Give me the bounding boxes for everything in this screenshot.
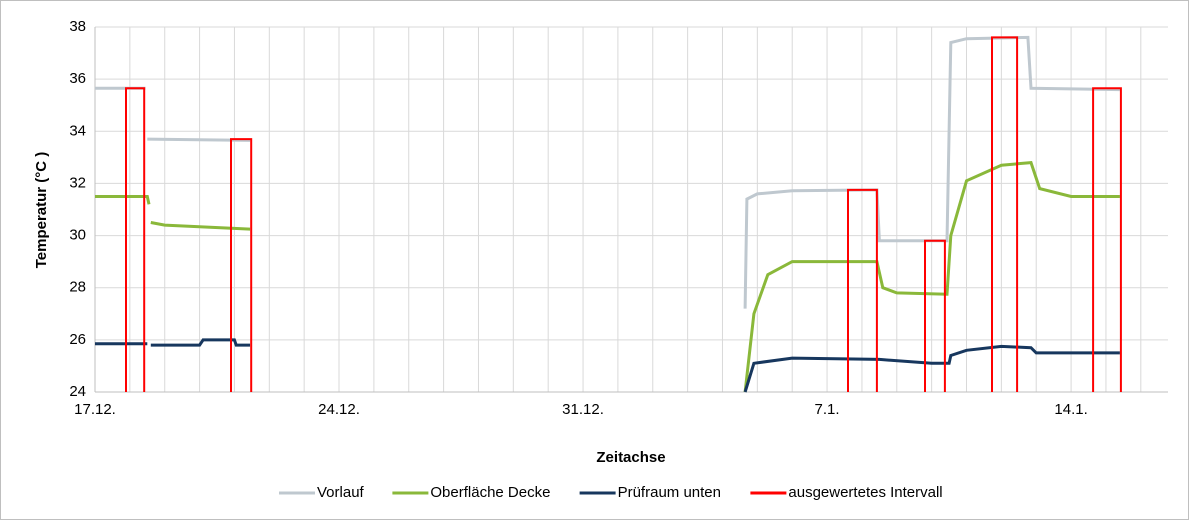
x-tick-label: 17.12. [74,401,116,418]
x-tick-label: 14.1. [1054,401,1087,418]
y-tick-label: 30 [69,227,86,244]
y-tick-label: 32 [69,174,86,191]
series-line [95,161,1120,393]
series-line [125,36,1122,392]
y-axis-title: Temperatur (°C ) [33,152,50,269]
legend-label: Prüfraum unten [618,484,721,501]
legend-label: ausgewertetes Intervall [788,484,942,501]
y-tick-label: 26 [69,331,86,348]
legend-label: Oberfläche Decke [430,484,550,501]
y-tick-label: 38 [69,18,86,35]
y-tick-label: 36 [69,70,86,87]
y-tick-label: 34 [69,122,86,139]
series-line [95,338,1120,393]
legend-label: Vorlauf [317,484,365,501]
x-tick-label: 24.12. [318,401,360,418]
y-tick-label: 28 [69,279,86,296]
x-tick-label: 31.12. [562,401,604,418]
x-axis-title: Zeitachse [596,449,665,466]
y-tick-label: 24 [69,383,86,400]
x-tick-label: 7.1. [815,401,840,418]
